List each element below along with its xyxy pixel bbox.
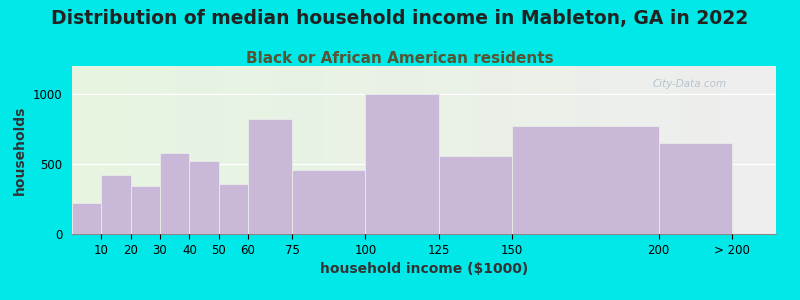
Bar <box>218 184 248 234</box>
Bar <box>190 161 218 234</box>
Bar <box>292 169 366 234</box>
Bar <box>438 156 512 234</box>
Bar <box>102 175 130 234</box>
Bar <box>512 126 658 234</box>
Text: Distribution of median household income in Mableton, GA in 2022: Distribution of median household income … <box>51 9 749 28</box>
Bar <box>160 153 190 234</box>
Text: City-Data.com: City-Data.com <box>653 80 726 89</box>
Text: Black or African American residents: Black or African American residents <box>246 51 554 66</box>
Bar <box>366 94 438 234</box>
Bar <box>248 119 292 234</box>
X-axis label: household income ($1000): household income ($1000) <box>320 262 528 276</box>
Bar <box>72 203 102 234</box>
Bar <box>658 143 732 234</box>
Bar <box>130 186 160 234</box>
Y-axis label: households: households <box>13 105 27 195</box>
